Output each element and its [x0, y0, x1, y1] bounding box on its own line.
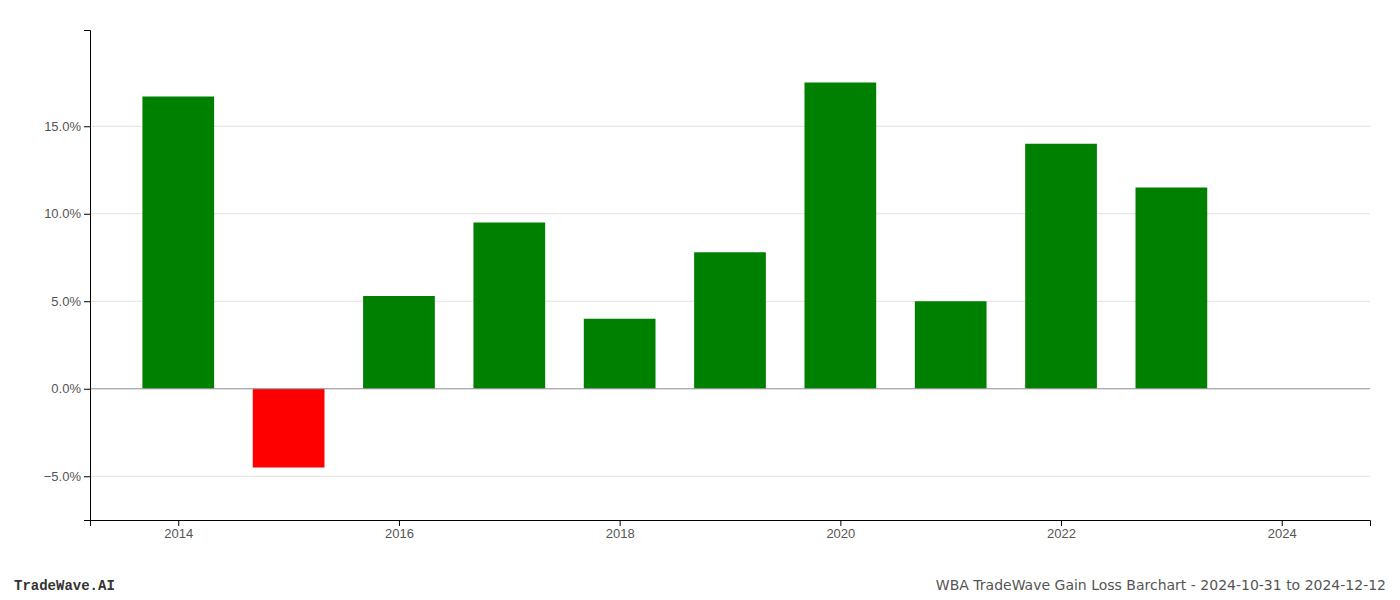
y-tick-label: 5.0%	[51, 294, 81, 309]
bar	[363, 296, 435, 389]
chart: −5.0%0.0%5.0%10.0%15.0%20142016201820202…	[0, 0, 1400, 600]
y-tick-mark	[84, 126, 90, 127]
bar	[253, 389, 325, 468]
x-tick-mark	[1061, 520, 1062, 526]
y-tick: 0.0%	[51, 381, 90, 396]
x-axis-line	[91, 521, 1371, 527]
x-tick: 2018	[606, 520, 635, 541]
y-axis-line	[84, 31, 91, 521]
plot: −5.0%0.0%5.0%10.0%15.0%20142016201820202…	[44, 31, 1371, 542]
x-tick-label: 2020	[826, 526, 855, 541]
x-tick: 2016	[385, 520, 414, 541]
x-tick: 2022	[1047, 520, 1076, 541]
bar	[584, 319, 656, 389]
x-tick-label: 2022	[1047, 526, 1076, 541]
y-tick: 10.0%	[44, 206, 90, 221]
y-tick-label: 0.0%	[51, 381, 81, 396]
zero-line	[90, 388, 1370, 389]
x-tick-mark	[399, 520, 400, 526]
grid-line	[90, 476, 1370, 477]
y-tick-label: −5.0%	[44, 469, 82, 484]
y-tick: 15.0%	[44, 119, 90, 134]
x-tick: 2024	[1268, 520, 1297, 541]
y-tick-label: 15.0%	[44, 119, 81, 134]
bar	[1025, 144, 1097, 389]
x-tick: 2020	[826, 520, 855, 541]
grid	[90, 126, 1370, 476]
x-tick-label: 2014	[164, 526, 193, 541]
x-tick-label: 2018	[606, 526, 635, 541]
bars	[90, 83, 1370, 468]
bar	[804, 83, 876, 389]
x-tick-mark	[178, 520, 179, 526]
grid-line	[90, 388, 1370, 389]
y-tick-mark	[84, 389, 90, 390]
x-tick-mark	[840, 520, 841, 526]
x-tick: 2014	[164, 520, 193, 541]
y-tick-label: 10.0%	[44, 206, 81, 221]
y-tick: −5.0%	[44, 469, 90, 484]
bar	[915, 301, 987, 389]
bar	[473, 223, 545, 389]
x-tick-mark	[1282, 520, 1283, 526]
bar	[694, 252, 766, 389]
y-tick-mark	[84, 301, 90, 302]
y-tick-mark	[84, 476, 90, 477]
bar	[142, 97, 214, 389]
x-axis: 2014 2016 2018 2020 2022 2024	[91, 520, 1371, 541]
x-tick-mark	[620, 520, 621, 526]
footer-right: WBA TradeWave Gain Loss Barchart - 2024-…	[936, 577, 1386, 593]
y-tick-mark	[84, 214, 90, 215]
y-tick: 5.0%	[51, 294, 90, 309]
x-tick-label: 2016	[385, 526, 414, 541]
footer-left: TradeWave.AI	[14, 578, 115, 594]
y-axis: −5.0% 0.0% 5.0% 10.0% 15.0%	[44, 31, 91, 521]
grid-line	[90, 126, 1370, 127]
x-tick-label: 2024	[1268, 526, 1297, 541]
bar	[1136, 188, 1208, 389]
